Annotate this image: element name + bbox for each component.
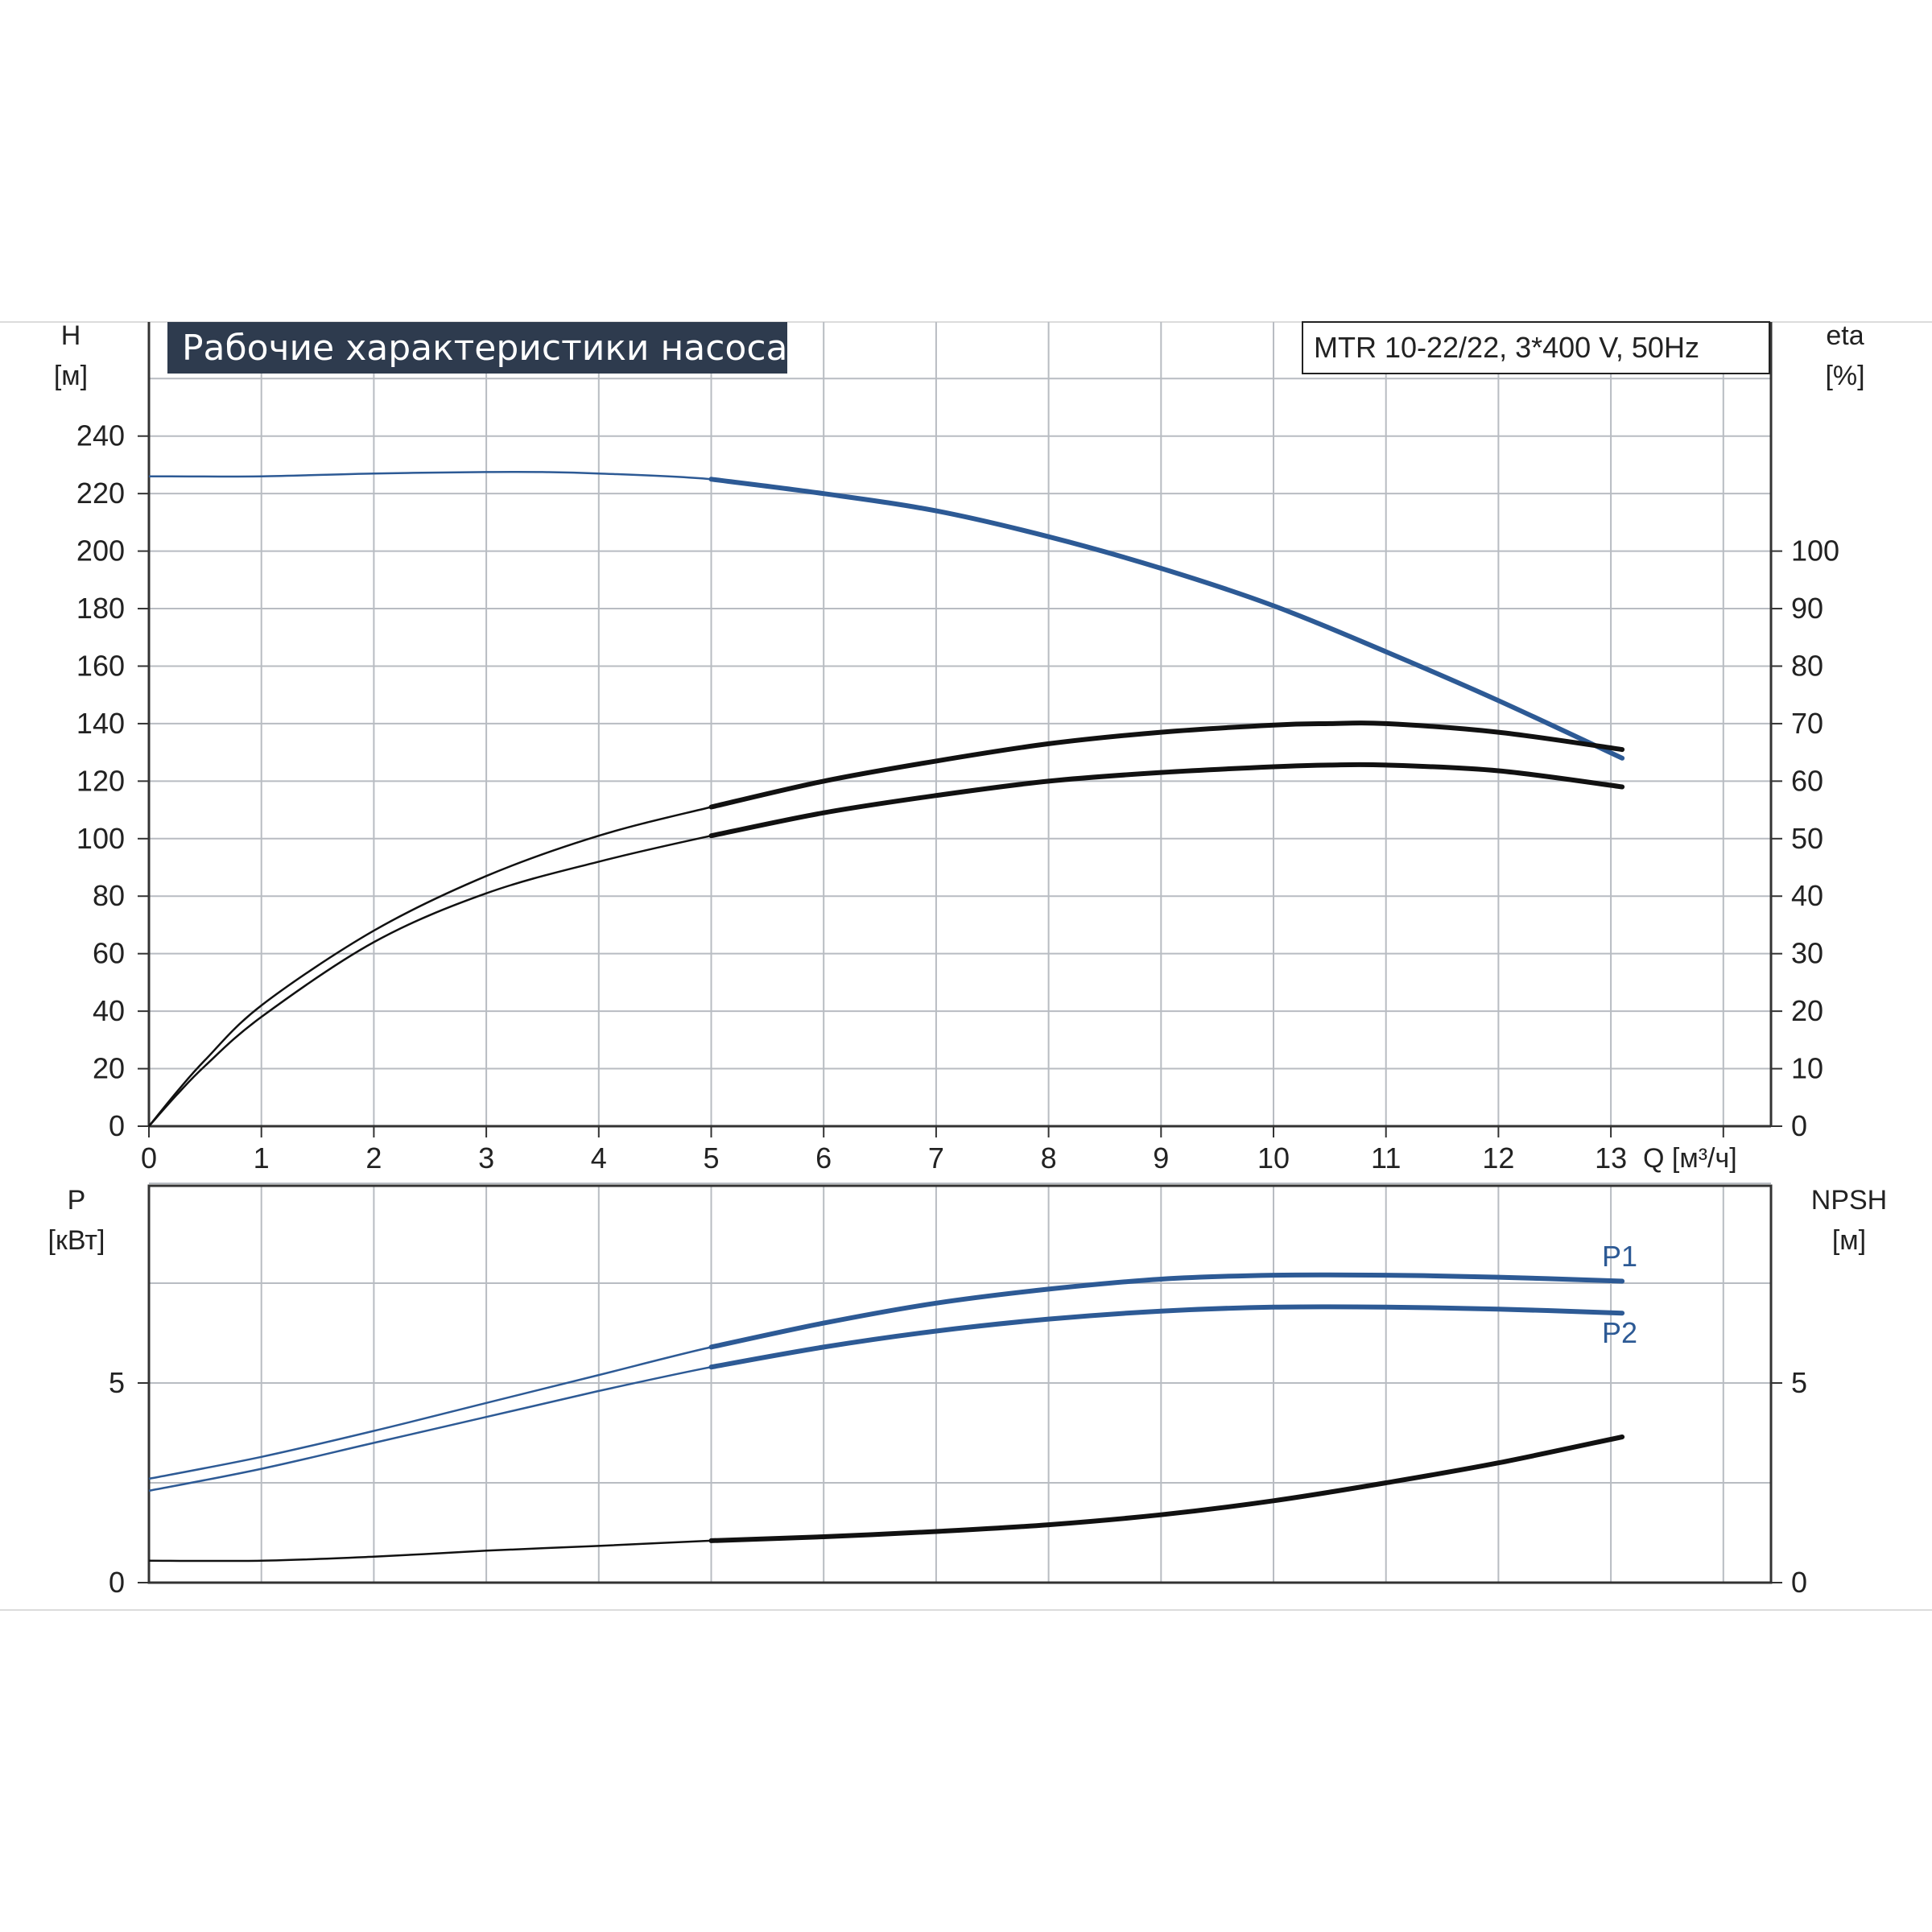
h-tick-label: 60 [93, 937, 125, 970]
bottom-panel-series [148, 1272, 1625, 1563]
q-tick-label: 8 [1041, 1141, 1057, 1174]
q-tick-label: 10 [1257, 1141, 1290, 1174]
eta-tick-label: 20 [1791, 994, 1823, 1027]
eta-tick-label: 90 [1791, 592, 1823, 625]
bottom-frame [147, 1184, 1773, 1584]
h-axis-label: H [61, 320, 81, 351]
h-tick-label: 100 [76, 822, 125, 855]
p-axis-label: P [68, 1185, 86, 1216]
npsh-axis-label: NPSH [1811, 1185, 1887, 1216]
q-tick-label: 11 [1371, 1141, 1401, 1174]
eta-tick-label: 30 [1791, 937, 1823, 970]
h-tick-label: 80 [93, 879, 125, 912]
tick-labels: 0204060801001201401601802002202400102030… [76, 419, 1839, 1599]
h-tick-label: 200 [76, 535, 125, 568]
eta-tick-label: 0 [1791, 1109, 1807, 1142]
top-panel-series [148, 470, 1625, 1127]
h-tick-label: 220 [76, 477, 125, 510]
chart-title: Рабочие характеристики насоса [182, 328, 787, 369]
title-box [167, 322, 787, 374]
q-tick-label: 3 [478, 1141, 494, 1174]
bottom-series-2-line-operating-range [708, 1435, 1625, 1543]
bottom-panel-grid [148, 1183, 1771, 1583]
p2-label: P2 [1602, 1316, 1637, 1349]
q-tick-label: 2 [365, 1141, 382, 1174]
eta-tick-label: 100 [1791, 535, 1839, 568]
top-series-2-line-operating-range [708, 762, 1625, 839]
eta-tick-label: 70 [1791, 707, 1823, 740]
q-tick-label: 4 [591, 1141, 607, 1174]
p-tick-label: 0 [109, 1566, 125, 1599]
q-tick-label: 0 [141, 1141, 157, 1174]
q-tick-label: 6 [815, 1141, 832, 1174]
bottom-panel-axes [138, 1184, 1782, 1584]
eta-tick-label: 40 [1791, 879, 1823, 912]
model-box [1302, 321, 1770, 374]
h-tick-label: 40 [93, 994, 125, 1027]
eta-tick-label: 10 [1791, 1052, 1823, 1085]
eta-axis-label: eta [1826, 320, 1864, 351]
eta-axis-unit: [%] [1825, 361, 1864, 391]
model-label: MTR 10-22/22, 3*400 V, 50Hz [1314, 331, 1699, 364]
h-tick-label: 20 [93, 1052, 125, 1085]
bottom-series-1-line-operating-range [708, 1304, 1625, 1370]
p1-label: P1 [1602, 1240, 1637, 1273]
npsh-tick-label: 0 [1791, 1566, 1807, 1599]
h-tick-label: 120 [76, 764, 125, 797]
top-series-2-line [148, 763, 1623, 1127]
h-tick-label: 180 [76, 592, 125, 625]
npsh-tick-label: 5 [1791, 1366, 1807, 1399]
eta-tick-label: 50 [1791, 822, 1823, 855]
eta-tick-label: 60 [1791, 764, 1823, 797]
h-axis-unit: [м] [54, 361, 88, 391]
q-tick-label: 7 [928, 1141, 944, 1174]
h-tick-label: 240 [76, 419, 125, 452]
top-panel-axes [138, 322, 1782, 1137]
bottom-series-1-line [148, 1306, 1623, 1492]
q-tick-label: 1 [254, 1141, 270, 1174]
p-axis-unit: [кВт] [48, 1225, 105, 1256]
p-tick-label: 5 [109, 1366, 125, 1399]
top-panel-grid [148, 322, 1771, 1127]
bottom-series-0-line-operating-range [708, 1272, 1625, 1350]
top-series-0-line-operating-range [708, 477, 1625, 761]
q-tick-label: 12 [1482, 1141, 1514, 1174]
h-tick-label: 0 [109, 1109, 125, 1142]
q-tick-label: 13 [1595, 1141, 1627, 1174]
top-series-1-line-operating-range [708, 720, 1625, 810]
q-tick-label: 9 [1153, 1141, 1169, 1174]
h-tick-label: 140 [76, 707, 125, 740]
h-tick-label: 160 [76, 649, 125, 682]
q-tick-label: 5 [703, 1141, 719, 1174]
bottom-series-2-line [148, 1435, 1623, 1563]
top-series-1-line [148, 721, 1623, 1127]
eta-tick-label: 80 [1791, 649, 1823, 682]
q-axis-label: Q [м³/ч] [1643, 1143, 1737, 1174]
npsh-axis-unit: [м] [1832, 1225, 1866, 1256]
top-series-0-line [148, 470, 1623, 759]
